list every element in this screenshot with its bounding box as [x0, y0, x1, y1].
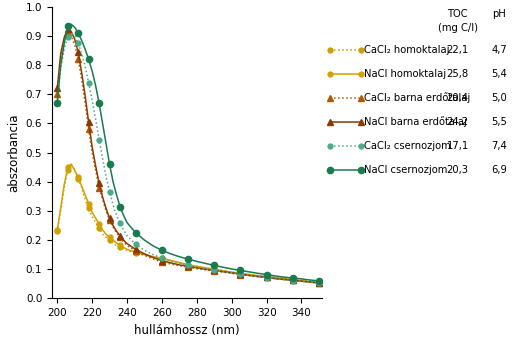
Text: 5,4: 5,4 [491, 69, 507, 79]
Text: CaCl₂ csernozjom: CaCl₂ csernozjom [364, 141, 451, 151]
Text: CaCl₂ barna erdőtalaj: CaCl₂ barna erdőtalaj [364, 92, 470, 103]
Text: NaCl barna erdőtalaj: NaCl barna erdőtalaj [364, 116, 467, 127]
Text: CaCl₂ homoktalaj: CaCl₂ homoktalaj [364, 45, 449, 55]
Y-axis label: abszorbancia: abszorbancia [7, 114, 20, 192]
X-axis label: hullámhossz (nm): hullámhossz (nm) [134, 324, 240, 337]
Text: (mg C/l): (mg C/l) [438, 23, 477, 33]
Text: 4,7: 4,7 [491, 45, 507, 55]
Text: 5,0: 5,0 [491, 93, 507, 103]
Text: 5,5: 5,5 [491, 117, 507, 127]
Text: TOC: TOC [447, 9, 468, 19]
Text: 24,2: 24,2 [447, 117, 469, 127]
Text: NaCl csernozjom: NaCl csernozjom [364, 165, 447, 175]
Text: 25,8: 25,8 [447, 69, 469, 79]
Text: 20,3: 20,3 [447, 165, 469, 175]
Text: pH: pH [492, 9, 506, 19]
Text: 7,4: 7,4 [491, 141, 507, 151]
Text: 17,1: 17,1 [447, 141, 469, 151]
Text: 6,9: 6,9 [491, 165, 507, 175]
Text: NaCl homoktalaj: NaCl homoktalaj [364, 69, 446, 79]
Text: 22,1: 22,1 [447, 45, 469, 55]
Text: 20,4: 20,4 [447, 93, 469, 103]
